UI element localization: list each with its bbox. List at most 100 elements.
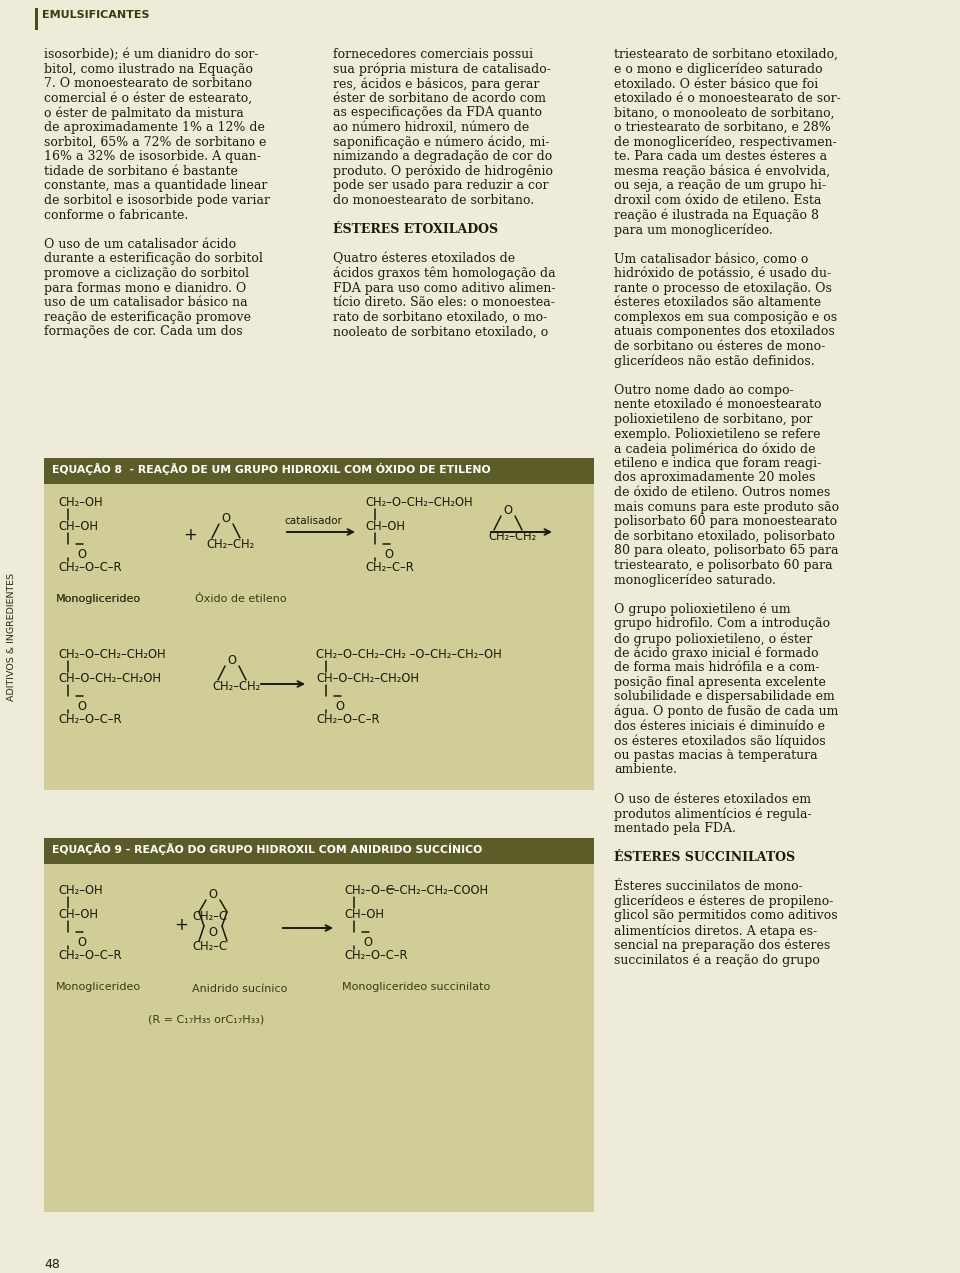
Text: ou seja, a reação de um grupo hi-: ou seja, a reação de um grupo hi- (614, 179, 826, 192)
Text: isosorbide); é um dianidro do sor-: isosorbide); é um dianidro do sor- (44, 48, 258, 61)
Text: CH₂–OH: CH₂–OH (58, 883, 103, 897)
Text: pode ser usado para reduzir a cor: pode ser usado para reduzir a cor (333, 179, 548, 192)
Text: nente etoxilado é monoestearato: nente etoxilado é monoestearato (614, 398, 822, 411)
Text: sorbitol, 65% a 72% de sorbitano e: sorbitol, 65% a 72% de sorbitano e (44, 136, 266, 149)
Text: Outro nome dado ao compo-: Outro nome dado ao compo- (614, 383, 794, 397)
Text: Monoglicerideo: Monoglicerideo (56, 981, 141, 992)
Text: de sorbitano etoxilado, polisorbato: de sorbitano etoxilado, polisorbato (614, 530, 835, 542)
Text: polioxietileno de sorbitano, por: polioxietileno de sorbitano, por (614, 412, 812, 426)
Text: comercial é o éster de estearato,: comercial é o éster de estearato, (44, 92, 252, 104)
Text: do grupo polioxietileno, o éster: do grupo polioxietileno, o éster (614, 631, 812, 645)
Text: complexos em sua composição e os: complexos em sua composição e os (614, 311, 837, 323)
Text: Óxido de etileno: Óxido de etileno (195, 594, 287, 603)
Text: solubilidade e dispersabilidade em: solubilidade e dispersabilidade em (614, 690, 835, 704)
Text: res, ácidos e básicos, para gerar: res, ácidos e básicos, para gerar (333, 78, 540, 90)
Text: O: O (503, 504, 512, 517)
Text: etoxilado é o monoestearato de sor-: etoxilado é o monoestearato de sor- (614, 92, 841, 104)
Text: do monoestearato de sorbitano.: do monoestearato de sorbitano. (333, 193, 534, 207)
Text: monoglicerídeo saturado.: monoglicerídeo saturado. (614, 574, 776, 587)
Text: constante, mas a quantidade linear: constante, mas a quantidade linear (44, 179, 268, 192)
Text: os ésteres etoxilados são líquidos: os ésteres etoxilados são líquidos (614, 735, 826, 747)
Text: Monoglicerideo: Monoglicerideo (56, 594, 141, 603)
Text: O uso de ésteres etoxilados em: O uso de ésteres etoxilados em (614, 793, 811, 806)
Text: ÉSTERES SUCCINILATOS: ÉSTERES SUCCINILATOS (614, 850, 795, 864)
Text: EMULSIFICANTES: EMULSIFICANTES (42, 10, 150, 20)
Text: 48: 48 (44, 1258, 60, 1270)
Text: O: O (77, 700, 86, 713)
Text: CH₂–O–C–R: CH₂–O–C–R (316, 713, 379, 726)
Text: glicerídeos e ésteres de propileno-: glicerídeos e ésteres de propileno- (614, 895, 833, 909)
Text: alimentícios diretos. A etapa es-: alimentícios diretos. A etapa es- (614, 924, 817, 937)
Text: grupo hidrofilo. Com a introdução: grupo hidrofilo. Com a introdução (614, 617, 830, 630)
Bar (44, 484, 594, 791)
Text: O: O (335, 700, 344, 713)
Text: CH₂–O–C–R: CH₂–O–C–R (58, 713, 122, 726)
Text: CH₂–O–C–R: CH₂–O–C–R (344, 948, 408, 962)
Text: Quatro ésteres etoxilados de: Quatro ésteres etoxilados de (333, 252, 516, 265)
Text: te. Para cada um destes ésteres a: te. Para cada um destes ésteres a (614, 150, 828, 163)
Text: O: O (208, 925, 217, 939)
Text: de sorbitano ou ésteres de mono-: de sorbitano ou ésteres de mono- (614, 340, 826, 353)
Text: O grupo polioxietileno é um: O grupo polioxietileno é um (614, 603, 791, 616)
Text: CH₂–C: CH₂–C (192, 910, 227, 923)
Text: etoxilado. O éster básico que foi: etoxilado. O éster básico que foi (614, 78, 818, 90)
Bar (44, 838, 594, 864)
Text: CH₂–OH: CH₂–OH (58, 496, 103, 509)
Text: CH₂–O–C–R: CH₂–O–C–R (58, 561, 122, 574)
Text: EQUAÇÃO 9 - REAÇÃO DO GRUPO HIDROXIL COM ANIDRIDO SUCCÍNICO: EQUAÇÃO 9 - REAÇÃO DO GRUPO HIDROXIL COM… (52, 843, 482, 855)
Text: CH₂–O–CH₂–CH₂OH: CH₂–O–CH₂–CH₂OH (58, 648, 166, 661)
Text: dos aproximadamente 20 moles: dos aproximadamente 20 moles (614, 471, 815, 485)
Text: glicol são permitidos como aditivos: glicol são permitidos como aditivos (614, 909, 838, 923)
Text: Anidrido sucínico: Anidrido sucínico (192, 984, 287, 994)
Text: Ésteres succinilatos de mono-: Ésteres succinilatos de mono- (614, 880, 803, 894)
Text: o éster de palmitato da mistura: o éster de palmitato da mistura (44, 107, 244, 120)
Text: ácidos graxos têm homologação da: ácidos graxos têm homologação da (333, 267, 556, 280)
Text: saponificação e número ácido, mi-: saponificação e número ácido, mi- (333, 136, 549, 149)
Text: succinilatos é a reação do grupo: succinilatos é a reação do grupo (614, 953, 820, 966)
Text: reação é ilustrada na Equação 8: reação é ilustrada na Equação 8 (614, 209, 819, 222)
Text: Monoglicerideo: Monoglicerideo (56, 594, 141, 603)
Text: CH₂–O–C–R: CH₂–O–C–R (58, 948, 122, 962)
Bar (44, 458, 594, 484)
Text: (R = C₁₇H₃₅ orC₁₇H₃₃): (R = C₁₇H₃₅ orC₁₇H₃₃) (148, 1015, 264, 1023)
Text: produtos alimentícios é regula-: produtos alimentícios é regula- (614, 807, 811, 821)
Text: triestearato de sorbitano etoxilado,: triestearato de sorbitano etoxilado, (614, 48, 838, 61)
Text: rato de sorbitano etoxilado, o mo-: rato de sorbitano etoxilado, o mo- (333, 311, 547, 323)
Text: a cadeia polimérica do óxido de: a cadeia polimérica do óxido de (614, 442, 815, 456)
Text: O: O (77, 936, 86, 948)
Text: CH₂–CH₂: CH₂–CH₂ (212, 680, 260, 693)
Text: para um monoglicerídeo.: para um monoglicerídeo. (614, 223, 773, 237)
Text: de forma mais hidrófila e a com-: de forma mais hidrófila e a com- (614, 661, 820, 675)
Text: rante o processo de etoxilação. Os: rante o processo de etoxilação. Os (614, 281, 832, 294)
Text: 80 para oleato, polisorbato 65 para: 80 para oleato, polisorbato 65 para (614, 545, 838, 558)
Text: sencial na preparação dos ésteres: sencial na preparação dos ésteres (614, 938, 830, 952)
Text: exemplo. Polioxietileno se refere: exemplo. Polioxietileno se refere (614, 428, 821, 440)
Text: nooleato de sorbitano etoxilado, o: nooleato de sorbitano etoxilado, o (333, 326, 548, 339)
Text: CH₂–CH₂: CH₂–CH₂ (488, 530, 537, 544)
Text: etileno e indica que foram reagi-: etileno e indica que foram reagi- (614, 457, 821, 470)
Text: Um catalisador básico, como o: Um catalisador básico, como o (614, 252, 808, 265)
Text: mais comuns para este produto são: mais comuns para este produto são (614, 500, 839, 513)
Text: CH–OH: CH–OH (58, 519, 98, 533)
Text: éster de sorbitano de acordo com: éster de sorbitano de acordo com (333, 92, 546, 104)
Text: CH₂–CH₂: CH₂–CH₂ (206, 538, 254, 551)
Text: sua própria mistura de catalisado-: sua própria mistura de catalisado- (333, 62, 551, 76)
Text: CH–O–CH₂–CH₂OH: CH–O–CH₂–CH₂OH (316, 672, 419, 685)
Text: promove a ciclização do sorbitol: promove a ciclização do sorbitol (44, 267, 249, 280)
Text: ou pastas macias à temperatura: ou pastas macias à temperatura (614, 749, 818, 761)
Text: mentado pela FDA.: mentado pela FDA. (614, 822, 736, 835)
Text: O: O (363, 936, 372, 948)
Text: nimizando a degradação de cor do: nimizando a degradação de cor do (333, 150, 552, 163)
Text: O: O (208, 889, 217, 901)
Text: 16% a 32% de isosorbide. A quan-: 16% a 32% de isosorbide. A quan- (44, 150, 261, 163)
Text: EQUAÇÃO 8  - REAÇÃO DE UM GRUPO HIDROXIL COM ÓXIDO DE ETILENO: EQUAÇÃO 8 - REAÇÃO DE UM GRUPO HIDROXIL … (52, 463, 491, 475)
Text: O: O (221, 512, 230, 524)
Text: bitol, como ilustrado na Equação: bitol, como ilustrado na Equação (44, 62, 253, 75)
Text: ambiente.: ambiente. (614, 764, 677, 777)
Text: CH₂–C–R: CH₂–C–R (365, 561, 414, 574)
Text: dos ésteres iniciais é diminuído e: dos ésteres iniciais é diminuído e (614, 719, 825, 732)
Text: O: O (384, 547, 393, 561)
Text: 7. O monoestearato de sorbitano: 7. O monoestearato de sorbitano (44, 78, 252, 90)
Text: de monoglicerídeo, respectivamen-: de monoglicerídeo, respectivamen- (614, 136, 837, 149)
Text: catalisador: catalisador (284, 516, 342, 526)
